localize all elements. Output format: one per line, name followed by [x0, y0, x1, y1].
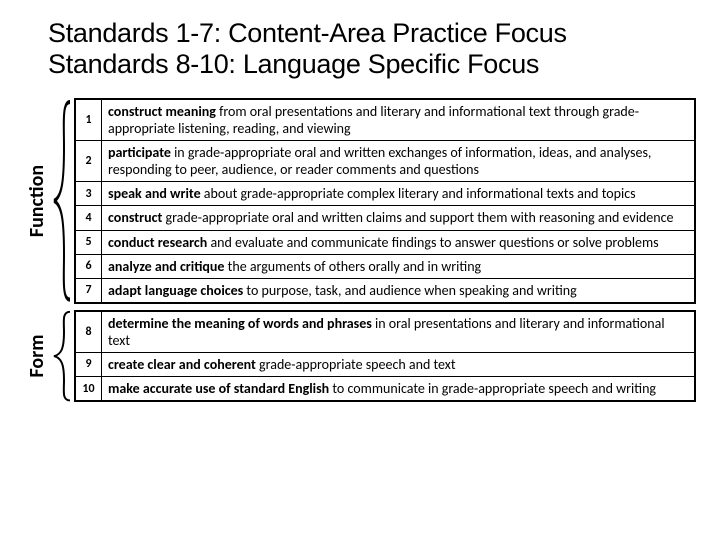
- page-title: Standards 1-7: Content-Area Practice Foc…: [48, 18, 696, 80]
- standard-description: determine the meaning of words and phras…: [102, 311, 695, 352]
- title-line-1: Standards 1-7: Content-Area Practice Foc…: [48, 18, 696, 49]
- table-row: 10make accurate use of standard English …: [76, 377, 695, 401]
- standard-description: create clear and coherent grade-appropri…: [102, 352, 695, 376]
- standard-number: 9: [76, 352, 102, 376]
- table-row: 8determine the meaning of words and phra…: [76, 311, 695, 352]
- standards-table-wrap: 8determine the meaning of words and phra…: [74, 310, 696, 402]
- table-row: 6analyze and critique the arguments of o…: [76, 254, 695, 278]
- standards-table-wrap: 1construct meaning from oral presentatio…: [74, 98, 696, 304]
- table-row: 5conduct research and evaluate and commu…: [76, 230, 695, 254]
- brace-column: [50, 98, 74, 304]
- table-row: 1construct meaning from oral presentatio…: [76, 100, 695, 141]
- standards-group: Function 1construct meaning from oral pr…: [24, 98, 696, 304]
- standards-table: 8determine the meaning of words and phra…: [75, 311, 695, 401]
- table-row: 7adapt language choices to purpose, task…: [76, 278, 695, 302]
- standard-number: 2: [76, 141, 102, 182]
- table-row: 3speak and write about grade-appropriate…: [76, 182, 695, 206]
- standard-description: adapt language choices to purpose, task,…: [102, 278, 695, 302]
- standard-number: 4: [76, 206, 102, 230]
- standards-table: 1construct meaning from oral presentatio…: [75, 99, 695, 303]
- group-label-wrap: Function: [24, 98, 50, 304]
- title-line-2: Standards 8-10: Language Specific Focus: [48, 49, 696, 80]
- group-label-wrap: Form: [24, 310, 50, 402]
- group-label: Function: [25, 165, 49, 237]
- standard-description: construct grade-appropriate oral and wri…: [102, 206, 695, 230]
- standard-number: 7: [76, 278, 102, 302]
- standard-description: speak and write about grade-appropriate …: [102, 182, 695, 206]
- standard-description: conduct research and evaluate and commun…: [102, 230, 695, 254]
- standard-description: participate in grade-appropriate oral an…: [102, 141, 695, 182]
- standard-number: 3: [76, 182, 102, 206]
- standards-group: Form 8determine the meaning of words and…: [24, 310, 696, 402]
- group-label: Form: [25, 334, 49, 377]
- table-row: 9create clear and coherent grade-appropr…: [76, 352, 695, 376]
- standard-number: 6: [76, 254, 102, 278]
- standard-description: construct meaning from oral presentation…: [102, 100, 695, 141]
- standard-number: 8: [76, 311, 102, 352]
- brace-icon: [50, 310, 74, 402]
- table-row: 2participate in grade-appropriate oral a…: [76, 141, 695, 182]
- standard-description: analyze and critique the arguments of ot…: [102, 254, 695, 278]
- brace-icon: [50, 98, 74, 304]
- standard-description: make accurate use of standard English to…: [102, 377, 695, 401]
- table-row: 4construct grade-appropriate oral and wr…: [76, 206, 695, 230]
- brace-column: [50, 310, 74, 402]
- standard-number: 10: [76, 377, 102, 401]
- standard-number: 1: [76, 100, 102, 141]
- standard-number: 5: [76, 230, 102, 254]
